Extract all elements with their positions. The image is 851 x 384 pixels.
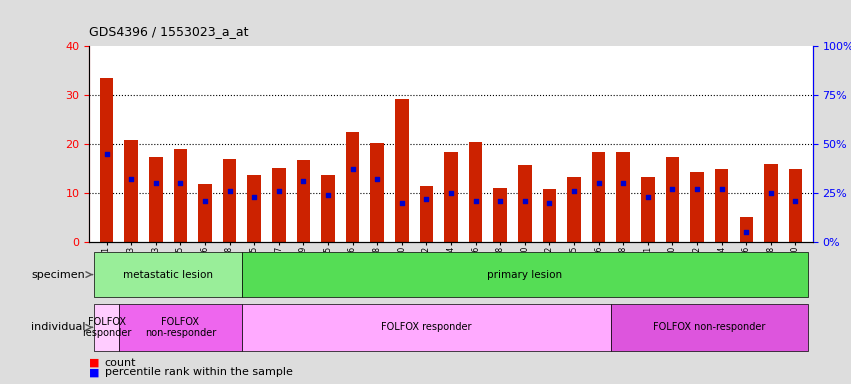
Point [690, 186, 704, 192]
Text: count: count [105, 358, 136, 368]
Bar [715, 169, 728, 242]
Text: individual: individual [31, 322, 85, 333]
Bar [764, 164, 778, 242]
Point [518, 198, 532, 204]
Point [616, 180, 630, 186]
Text: GDS4396 / 1553023_a_at: GDS4396 / 1553023_a_at [89, 25, 248, 38]
Text: ■: ■ [89, 358, 100, 368]
Point [591, 180, 605, 186]
Bar [94, 304, 119, 351]
Point [469, 198, 483, 204]
Text: FOLFOX
non-responder: FOLFOX non-responder [145, 316, 216, 338]
Bar [444, 152, 458, 242]
Bar [198, 184, 212, 242]
Point [248, 194, 261, 200]
Point [124, 176, 138, 182]
Text: ■: ■ [89, 367, 100, 377]
Point [740, 229, 753, 235]
Bar [242, 304, 611, 351]
Point [789, 198, 802, 204]
Bar [223, 159, 237, 242]
Point [321, 192, 334, 198]
Bar [611, 304, 808, 351]
Bar [174, 149, 187, 242]
Text: percentile rank within the sample: percentile rank within the sample [105, 367, 293, 377]
Bar [346, 132, 359, 242]
Point [420, 196, 433, 202]
Bar [592, 152, 605, 242]
Point [198, 198, 212, 204]
Bar [420, 185, 433, 242]
Point [543, 200, 557, 206]
Point [149, 180, 163, 186]
Bar [149, 157, 163, 242]
Bar [321, 175, 334, 242]
Bar [124, 140, 138, 242]
Bar [665, 157, 679, 242]
Point [641, 194, 654, 200]
Point [715, 186, 728, 192]
Bar [272, 169, 286, 242]
Bar [518, 165, 532, 242]
Bar [641, 177, 654, 242]
Point [272, 188, 286, 194]
Text: FOLFOX responder: FOLFOX responder [381, 322, 471, 333]
Point [174, 180, 187, 186]
Bar [100, 78, 113, 242]
Point [370, 176, 384, 182]
Text: specimen: specimen [31, 270, 85, 280]
Bar [248, 175, 261, 242]
Bar [568, 177, 581, 242]
Bar [789, 169, 802, 242]
Point [395, 200, 408, 206]
Bar [690, 172, 704, 242]
Bar [469, 142, 483, 242]
Bar [370, 143, 384, 242]
Point [764, 190, 778, 196]
Point [223, 188, 237, 194]
Text: primary lesion: primary lesion [488, 270, 563, 280]
Bar [494, 188, 507, 242]
Bar [297, 160, 310, 242]
Text: FOLFOX
responder: FOLFOX responder [82, 316, 131, 338]
Point [297, 178, 311, 184]
Text: metastatic lesion: metastatic lesion [123, 270, 213, 280]
Point [100, 151, 113, 157]
Bar [242, 252, 808, 297]
Point [346, 166, 359, 172]
Bar [740, 217, 753, 242]
Bar [616, 152, 630, 242]
Point [444, 190, 458, 196]
Point [665, 186, 679, 192]
Bar [119, 304, 242, 351]
Point [568, 188, 581, 194]
Point [494, 198, 507, 204]
Bar [94, 252, 242, 297]
Bar [543, 189, 557, 242]
Bar [395, 99, 408, 242]
Text: FOLFOX non-responder: FOLFOX non-responder [654, 322, 766, 333]
